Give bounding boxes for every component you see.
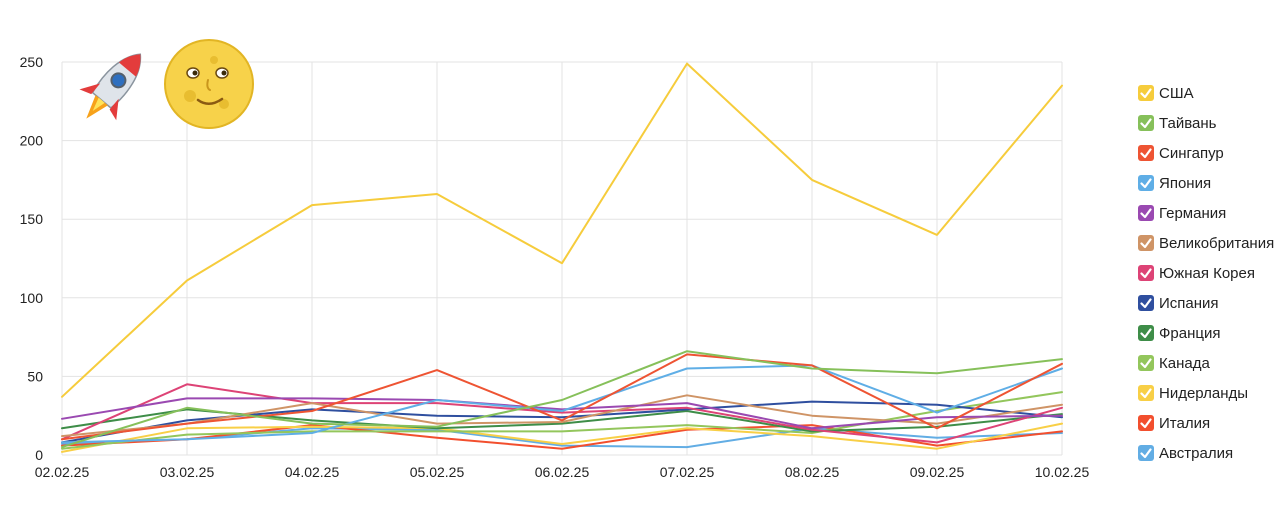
y-tick-label: 200 — [20, 133, 44, 149]
check-icon — [1140, 178, 1152, 189]
series-line — [61, 422, 1063, 453]
check-icon — [1140, 88, 1152, 99]
y-axis-ticks: 0 50 100 150 200 250 — [20, 54, 44, 463]
legend-item[interactable]: Нидерланды — [1138, 385, 1248, 402]
legend-item[interactable]: Южная Корея — [1138, 265, 1255, 282]
series-line — [61, 397, 1063, 430]
legend-label: Германия — [1159, 205, 1226, 222]
legend-checkbox[interactable] — [1138, 445, 1154, 461]
check-icon — [1140, 298, 1152, 309]
legend-item[interactable]: США — [1138, 85, 1194, 102]
legend-label: Великобритания — [1159, 235, 1274, 252]
x-tick-label: 10.02.25 — [1035, 464, 1090, 480]
legend-label: Испания — [1159, 295, 1219, 312]
check-icon — [1140, 118, 1152, 129]
x-tick-label: 04.02.25 — [285, 464, 340, 480]
legend-checkbox[interactable] — [1138, 415, 1154, 431]
legend-checkbox[interactable] — [1138, 85, 1154, 101]
series-line — [61, 350, 1063, 449]
check-icon — [1140, 418, 1152, 429]
legend-label: Австралия — [1159, 445, 1233, 462]
chart-series — [61, 62, 1063, 453]
legend-label: Сингапур — [1159, 145, 1224, 162]
legend-item[interactable]: Япония — [1138, 175, 1211, 192]
legend-label: Франция — [1159, 325, 1220, 342]
legend-item[interactable]: Франция — [1138, 325, 1220, 342]
series-line — [61, 62, 1063, 398]
rocket-icon — [79, 53, 142, 121]
series-line — [61, 364, 1063, 444]
legend-item[interactable]: Великобритания — [1138, 235, 1274, 252]
check-icon — [1140, 358, 1152, 369]
legend-label: Нидерланды — [1159, 385, 1248, 402]
legend-checkbox[interactable] — [1138, 325, 1154, 341]
x-tick-label: 07.02.25 — [660, 464, 715, 480]
check-icon — [1140, 148, 1152, 159]
legend-checkbox[interactable] — [1138, 355, 1154, 371]
legend-label: США — [1159, 85, 1194, 102]
legend-checkbox[interactable] — [1138, 175, 1154, 191]
legend-label: Япония — [1159, 175, 1211, 192]
check-icon — [1140, 268, 1152, 279]
legend-label: Италия — [1159, 415, 1210, 432]
check-icon — [1140, 328, 1152, 339]
legend-item[interactable]: Канада — [1138, 355, 1210, 372]
x-tick-label: 09.02.25 — [910, 464, 965, 480]
legend-checkbox[interactable] — [1138, 115, 1154, 131]
legend-item[interactable]: Тайвань — [1138, 115, 1217, 132]
legend-checkbox[interactable] — [1138, 385, 1154, 401]
chart-legend: США Тайвань Сингапур Япония Германия Великобр… — [1138, 85, 1274, 462]
check-icon — [1140, 448, 1152, 459]
x-tick-label: 02.02.25 — [35, 464, 90, 480]
x-axis-ticks: 02.02.25 03.02.25 04.02.25 05.02.25 06.02.25… — [35, 464, 1090, 480]
legend-checkbox[interactable] — [1138, 145, 1154, 161]
legend-checkbox[interactable] — [1138, 235, 1154, 251]
legend-item[interactable]: Сингапур — [1138, 145, 1224, 162]
legend-item[interactable]: Германия — [1138, 205, 1226, 222]
series-line — [61, 383, 1063, 444]
legend-item[interactable]: Италия — [1138, 415, 1210, 432]
y-tick-label: 50 — [27, 368, 43, 384]
legend-item[interactable]: Испания — [1138, 295, 1219, 312]
legend-label: Тайвань — [1159, 115, 1217, 132]
check-icon — [1140, 208, 1152, 219]
legend-checkbox[interactable] — [1138, 265, 1154, 281]
chart-decorations — [79, 39, 254, 129]
series-line — [61, 427, 1063, 449]
series-line — [61, 353, 1063, 441]
legend-checkbox[interactable] — [1138, 205, 1154, 221]
legend-label: Южная Корея — [1159, 265, 1255, 282]
full-moon-face-icon — [164, 39, 254, 129]
series-line — [61, 391, 1063, 450]
legend-label: Канада — [1159, 355, 1210, 372]
check-icon — [1140, 388, 1152, 399]
legend-checkbox[interactable] — [1138, 295, 1154, 311]
x-tick-label: 06.02.25 — [535, 464, 590, 480]
y-tick-label: 0 — [35, 447, 43, 463]
x-tick-label: 05.02.25 — [410, 464, 465, 480]
y-tick-label: 250 — [20, 54, 44, 70]
legend-item[interactable]: Австралия — [1138, 445, 1233, 462]
check-icon — [1140, 238, 1152, 249]
y-tick-label: 100 — [20, 290, 44, 306]
x-tick-label: 08.02.25 — [785, 464, 840, 480]
y-tick-label: 150 — [20, 211, 44, 227]
x-tick-label: 03.02.25 — [160, 464, 215, 480]
